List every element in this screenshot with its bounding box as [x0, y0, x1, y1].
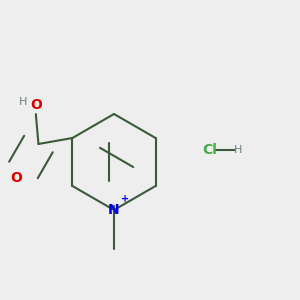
- Text: +: +: [121, 194, 129, 204]
- Text: O: O: [30, 98, 42, 112]
- Text: Cl: Cl: [202, 143, 217, 157]
- Text: N: N: [108, 203, 120, 217]
- Text: O: O: [10, 172, 22, 185]
- Text: H: H: [19, 97, 27, 106]
- Text: H: H: [234, 145, 243, 155]
